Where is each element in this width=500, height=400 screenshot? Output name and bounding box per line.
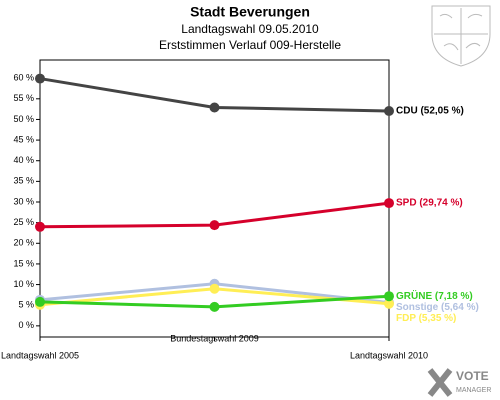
y-tick-label: 15 % — [13, 258, 34, 268]
data-label: GRÜNE (7,18 %) — [396, 289, 473, 302]
data-label: Sonstige (5,64 %) — [396, 302, 479, 313]
y-tick-label: 0 % — [18, 320, 34, 330]
data-label: SPD (29,74 %) — [396, 198, 463, 209]
point — [209, 220, 220, 231]
point — [209, 102, 220, 113]
y-tick-label: 35 % — [13, 176, 34, 186]
data-label: CDU (52,05 %) — [396, 106, 464, 117]
coat-of-arms — [431, 5, 491, 67]
y-tick-label: 50 % — [13, 114, 34, 124]
point — [209, 301, 220, 312]
point — [35, 73, 45, 84]
y-tick-label: 55 % — [13, 93, 34, 103]
point — [384, 291, 394, 302]
point — [384, 298, 394, 309]
y-tick-label: 30 % — [13, 196, 34, 206]
point — [209, 283, 220, 294]
y-tick-label: 25 % — [13, 217, 34, 227]
y-tick-label: 40 % — [13, 155, 34, 165]
y-tick-label: 45 % — [13, 134, 34, 144]
x-tick-label: Landtagswahl 2005 — [1, 350, 79, 360]
chart-subtitle: Landtagswahl 09.05.2010 — [181, 22, 319, 36]
y-tick-label: 60 % — [13, 73, 34, 83]
point — [384, 198, 394, 209]
y-tick-label: 5 % — [18, 300, 34, 310]
point — [35, 296, 45, 307]
point — [35, 221, 45, 232]
brand-text: MANAGER — [456, 387, 491, 394]
y-tick-label: 10 % — [13, 279, 34, 289]
data-label: FDP (5,35 %) — [396, 313, 456, 324]
chart-title: Stadt Beverungen — [190, 4, 310, 20]
chart-subtitle: Erststimmen Verlauf 009-Herstelle — [159, 38, 341, 52]
x-tick-label: Bundestagswahl 2009 — [170, 333, 259, 343]
x-tick-label: Landtagswahl 2010 — [350, 350, 428, 360]
brand-logo: VOTE MANAGER — [427, 368, 491, 397]
y-tick-label: 20 % — [13, 238, 34, 248]
brand-text: VOTE — [456, 369, 489, 383]
point — [384, 105, 394, 116]
